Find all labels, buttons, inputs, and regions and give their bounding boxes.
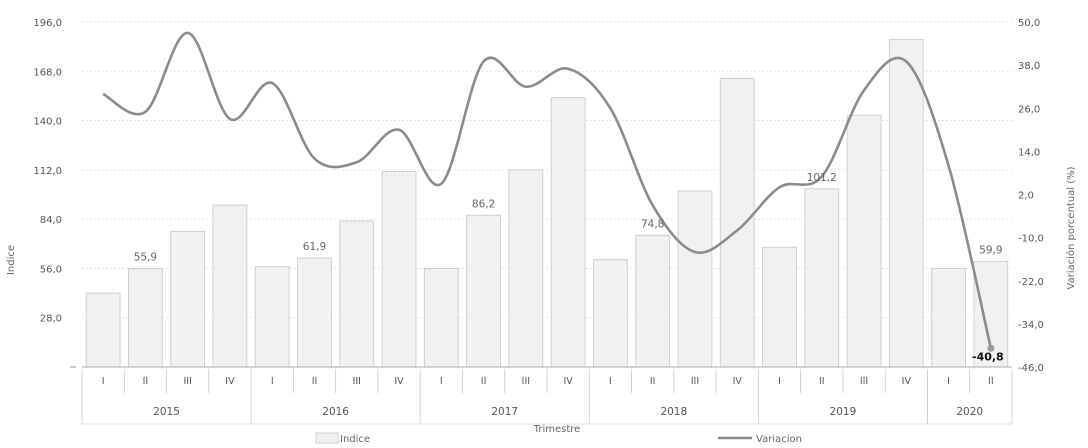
year-label: 2016 [322, 406, 349, 418]
quarter-label: II [481, 376, 487, 387]
year-label: 2015 [153, 406, 180, 418]
legend-label-variacion: Variacion [756, 434, 802, 445]
quarter-label: IV [563, 376, 573, 387]
quarter-label: III [353, 376, 361, 387]
y2-tick-label: 38,0 [1018, 61, 1040, 72]
y2-tick-label: -34,0 [1018, 320, 1044, 331]
bar-data-label: 74,8 [641, 218, 664, 230]
bar-data-label: 101,2 [807, 172, 837, 184]
quarter-label: II [819, 376, 825, 387]
quarter-label: III [522, 376, 530, 387]
quarter-label: II [988, 376, 994, 387]
y-tick-label: 84,0 [40, 215, 62, 226]
quarter-label: III [691, 376, 699, 387]
year-label: 2020 [956, 406, 983, 418]
quarter-label: IV [225, 376, 235, 387]
bar [550, 97, 586, 368]
quarter-label: I [271, 376, 274, 387]
bar [466, 214, 502, 368]
quarter-label: I [102, 376, 105, 387]
y2-tick-label: 2,0 [1018, 191, 1034, 202]
bar [846, 114, 882, 368]
y-axis-title: Indice [6, 245, 17, 275]
bar [719, 77, 755, 368]
bar [381, 171, 417, 368]
x-axis-title: Trimestre [533, 424, 581, 435]
quarter-label: II [312, 376, 318, 387]
quarter-label: II [650, 376, 656, 387]
bar [635, 234, 671, 368]
bar [593, 259, 628, 368]
y-tick-label: 56,0 [40, 264, 62, 275]
variation-end-marker [987, 344, 995, 352]
quarter-label: III [860, 376, 868, 387]
y2-axis-title: Variación porcentual (%) [1065, 166, 1077, 289]
y-tick-label: 28,0 [40, 314, 62, 325]
y2-tick-label: 50,0 [1018, 18, 1040, 29]
year-label: 2017 [491, 406, 518, 418]
quarter-label: II [143, 376, 149, 387]
quarter-label: I [609, 376, 612, 387]
y2-tick-label: -22,0 [1018, 277, 1044, 288]
quarter-label: I [440, 376, 443, 387]
y-tick-label: 112,0 [33, 166, 62, 177]
bar [170, 230, 206, 368]
quarter-label: I [947, 376, 950, 387]
bar-data-label: 86,2 [472, 198, 495, 210]
quarter-label: III [183, 376, 191, 387]
bar-data-label: 61,9 [303, 241, 326, 253]
y2-tick-label: 26,0 [1018, 104, 1040, 115]
y2-tick-label: -10,0 [1018, 234, 1044, 245]
legend-label-indice: Indice [340, 434, 370, 445]
y2-tick-label: 14,0 [1018, 147, 1040, 158]
bar [212, 204, 248, 368]
bar [85, 292, 121, 368]
bar [128, 268, 163, 368]
y-tick-label: 196,0 [33, 18, 62, 29]
bar [762, 246, 797, 368]
bar [677, 190, 713, 368]
bar [508, 169, 544, 368]
bar-data-label: 55,9 [134, 252, 157, 264]
legend-swatch-indice [315, 432, 339, 444]
quarter-label: I [778, 376, 781, 387]
bar [339, 220, 375, 368]
variation-end-label: -40,8 [972, 350, 1004, 363]
y-tick-label: 168,0 [33, 67, 62, 78]
bar [423, 267, 459, 368]
quarter-label: IV [733, 376, 743, 387]
bar [888, 39, 924, 368]
year-label: 2018 [660, 406, 687, 418]
year-label: 2019 [830, 406, 857, 418]
y2-tick-label: -46,0 [1018, 363, 1044, 374]
quarter-label: IV [394, 376, 404, 387]
bar-data-label: 59,9 [979, 245, 1002, 257]
bar [254, 266, 290, 368]
bar [297, 257, 332, 368]
bar [804, 188, 840, 368]
quarter-label: IV [902, 376, 912, 387]
bar [931, 267, 967, 368]
variation-line [102, 31, 993, 349]
y-tick-label: 140,0 [33, 117, 62, 128]
